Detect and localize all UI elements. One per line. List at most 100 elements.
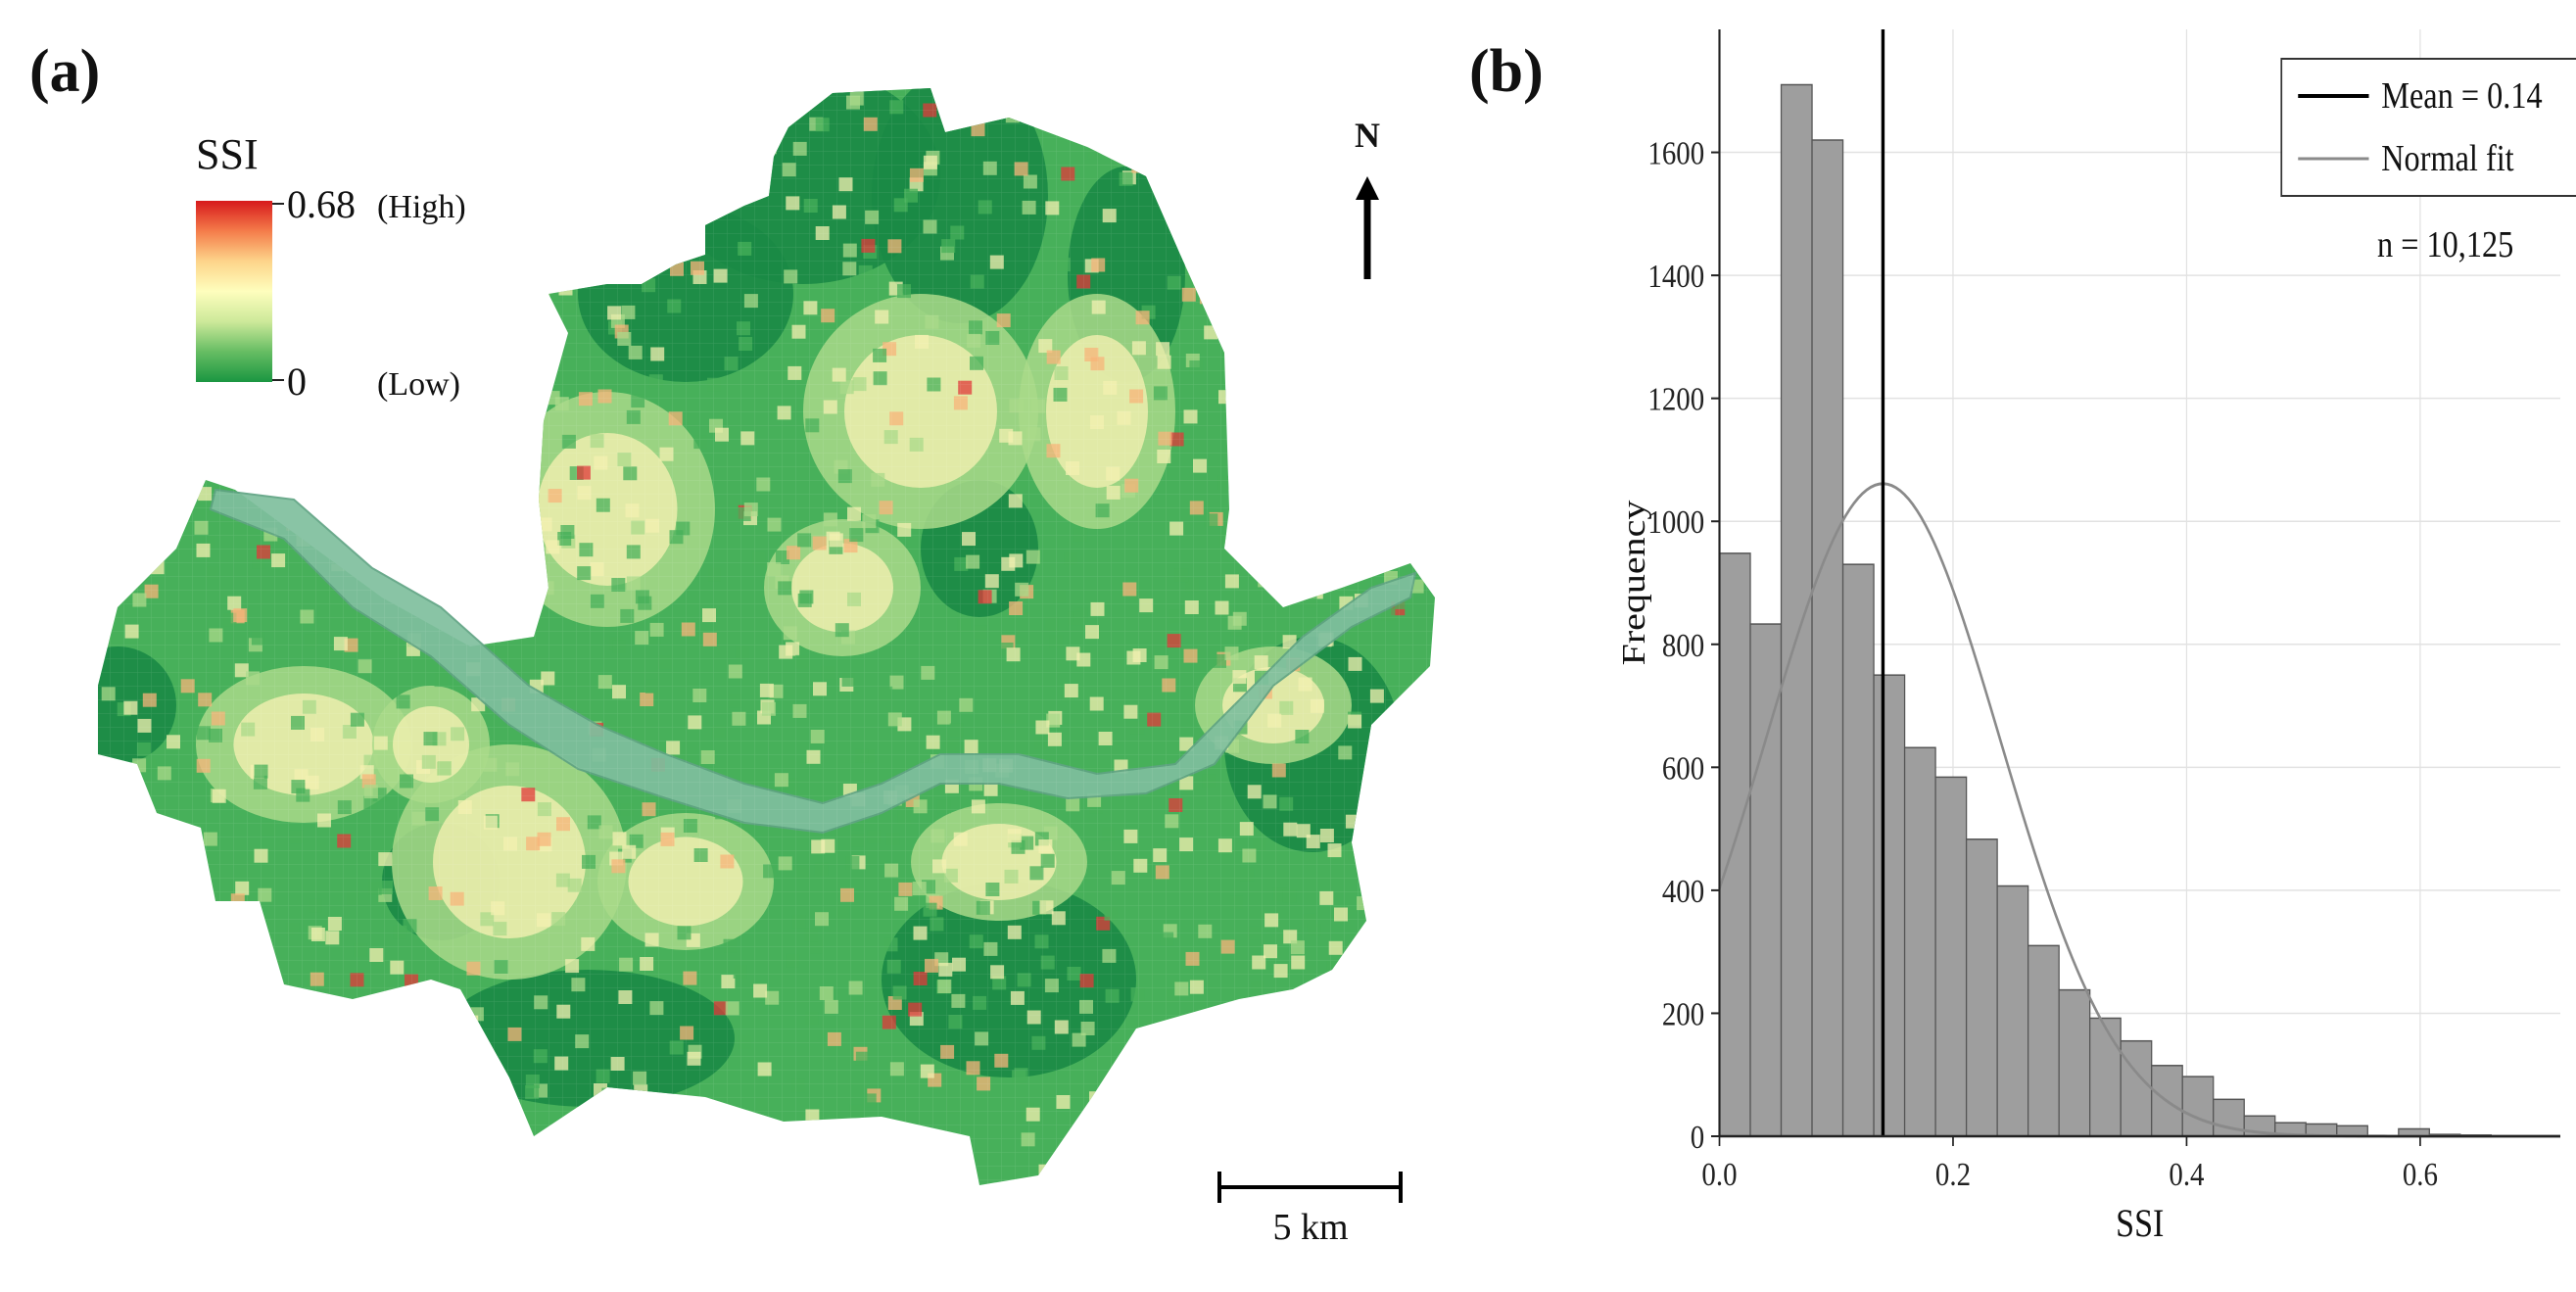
ssi-cell <box>1234 258 1249 272</box>
ssi-cell <box>508 516 523 531</box>
ssi-cell <box>1292 994 1306 1009</box>
scale-bar-label: 5 km <box>1272 1207 1348 1248</box>
ssi-cell <box>1084 1167 1099 1180</box>
ssi-cell <box>1256 1137 1270 1152</box>
ssi-cell <box>1379 868 1394 883</box>
ssi-cell <box>341 408 355 422</box>
ssi-cell <box>165 1034 178 1049</box>
histogram-bar <box>2181 1076 2215 1137</box>
ssi-cell <box>253 449 267 463</box>
ssi-cell <box>320 166 335 180</box>
ssi-cell <box>152 230 167 245</box>
ssi-cell <box>415 1142 430 1156</box>
ssi-cell <box>426 421 441 436</box>
ssi-cell <box>559 258 574 272</box>
ssi-cell <box>420 239 435 254</box>
ssi-cell <box>197 1108 212 1123</box>
map-legend-max-desc: (High) <box>377 189 466 225</box>
ssi-cell <box>1309 148 1323 163</box>
ssi-cell <box>1124 1095 1139 1110</box>
ssi-cell <box>555 1141 570 1156</box>
ssi-cell <box>296 333 310 348</box>
ssi-cell <box>283 1035 298 1050</box>
ssi-cell <box>1345 407 1360 421</box>
ssi-cell <box>668 147 683 162</box>
ssi-cell <box>474 596 489 609</box>
ssi-cell <box>355 96 369 111</box>
ssi-cell <box>175 388 190 403</box>
ssi-cell <box>1262 233 1276 248</box>
ssi-cell <box>644 1169 659 1183</box>
ssi-cell <box>1166 1074 1180 1088</box>
ssi-cell <box>540 255 554 269</box>
ssi-cell <box>1178 99 1193 114</box>
ssi-cell <box>1346 203 1360 217</box>
ssi-cell <box>126 1105 141 1120</box>
ssi-cell <box>512 1169 527 1183</box>
ssi-cell <box>493 466 507 481</box>
ssi-cell <box>1262 385 1276 400</box>
ssi-cell <box>1237 255 1252 269</box>
ssi-cell <box>480 537 495 551</box>
ssi-cell <box>374 537 389 551</box>
ssi-cell <box>1406 455 1420 470</box>
ssi-cell <box>804 1121 819 1135</box>
ssi-cell <box>339 480 354 495</box>
ssi-cell <box>1304 146 1318 161</box>
ssi-cell <box>1397 480 1411 495</box>
ssi-cell <box>188 1011 203 1026</box>
ssi-cell <box>113 1132 127 1147</box>
ssi-cell <box>1402 212 1416 226</box>
ssi-cell <box>361 354 376 368</box>
ssi-cell <box>483 572 498 587</box>
histogram-bar <box>2213 1098 2245 1137</box>
ssi-cell <box>100 520 115 535</box>
ssi-cell <box>363 390 378 405</box>
ssi-cell <box>1402 869 1416 884</box>
ssi-cell <box>1425 310 1435 323</box>
ssi-cell <box>1013 92 1027 107</box>
ssi-cell <box>1287 227 1302 242</box>
ssi-cell <box>408 1082 423 1097</box>
ssi-cell <box>1132 90 1147 105</box>
ssi-cell <box>140 256 155 270</box>
ssi-cell <box>305 255 319 269</box>
ssi-cell <box>1350 153 1364 167</box>
ssi-cell <box>483 341 498 356</box>
ssi-cell <box>1169 203 1184 217</box>
ssi-cell <box>1262 113 1276 127</box>
ssi-cell <box>167 932 182 946</box>
ssi-cell <box>501 576 516 591</box>
ssi-cell <box>167 868 181 883</box>
ssi-cell <box>1398 425 1412 440</box>
ssi-cell <box>1169 213 1182 227</box>
ssi-cell <box>1232 422 1247 437</box>
ssi-cell <box>1317 1086 1331 1101</box>
ssi-cell <box>236 1092 251 1107</box>
ssi-cell <box>1276 1065 1290 1079</box>
ssi-cell <box>665 176 680 191</box>
ssi-cell <box>577 216 592 231</box>
ssi-cell <box>163 1041 177 1056</box>
ssi-cell <box>404 94 418 109</box>
ssi-cell <box>1413 728 1428 742</box>
y-tick-label: 200 <box>1662 995 1704 1032</box>
ssi-cell <box>1319 149 1334 164</box>
ssi-cell <box>1423 128 1435 143</box>
ssi-cell <box>950 1145 965 1160</box>
ssi-cell <box>1360 855 1374 870</box>
histogram-bar <box>1780 83 1813 1137</box>
ssi-cell <box>439 1105 453 1120</box>
ssi-cell <box>373 349 388 363</box>
ssi-cell <box>640 118 654 132</box>
ssi-cell <box>512 446 527 460</box>
y-tick-label: 800 <box>1662 627 1704 664</box>
legend-box <box>2280 58 2576 197</box>
ssi-cell <box>113 1177 127 1185</box>
ssi-cell <box>1407 978 1422 991</box>
ssi-cell <box>1133 115 1148 129</box>
ssi-cell <box>123 1142 138 1157</box>
ssi-cell <box>1224 260 1239 274</box>
x-tick-label: 0.4 <box>2169 1156 2204 1193</box>
ssi-cell <box>1418 108 1433 122</box>
